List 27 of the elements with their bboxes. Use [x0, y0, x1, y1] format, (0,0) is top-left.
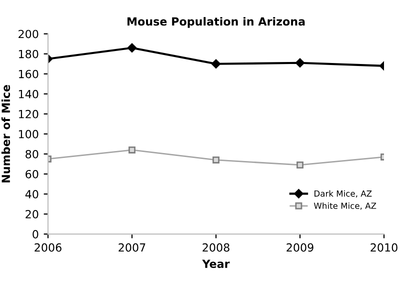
- y-tick-label: 20: [26, 210, 38, 218]
- y-tick-label: 0: [32, 230, 38, 238]
- y-tick-label: 200: [18, 30, 38, 38]
- y-axis-title: Number of Mice: [1, 85, 10, 182]
- point: [295, 58, 305, 68]
- legend-label: White Mice, AZ: [314, 202, 376, 210]
- y-tick-label: 80: [26, 150, 38, 158]
- x-tick-label: 2010: [370, 243, 398, 252]
- point: [127, 43, 137, 52]
- point: [296, 162, 304, 168]
- point: [212, 156, 220, 164]
- y-tick-label: 180: [18, 50, 38, 58]
- point: [128, 146, 136, 154]
- y-tick-label: 160: [18, 70, 38, 78]
- y-tick-label: 140: [18, 90, 38, 98]
- x-tick-label: 2008: [202, 243, 230, 252]
- chart-title: Mouse Population in Arizona: [127, 17, 305, 28]
- x-tick-label: 2007: [118, 243, 146, 252]
- y-tick-label: 120: [18, 110, 38, 118]
- point: [211, 59, 221, 68]
- legend-label: Dark Mice, AZ: [314, 190, 372, 198]
- x-tick-label: 2006: [34, 243, 62, 252]
- y-tick-label: 60: [26, 170, 38, 178]
- x-axis-title: Year: [202, 260, 230, 268]
- x-tick-label: 2009: [286, 243, 314, 252]
- y-tick-label: 40: [25, 190, 38, 198]
- y-tick-label: 100: [18, 130, 38, 138]
